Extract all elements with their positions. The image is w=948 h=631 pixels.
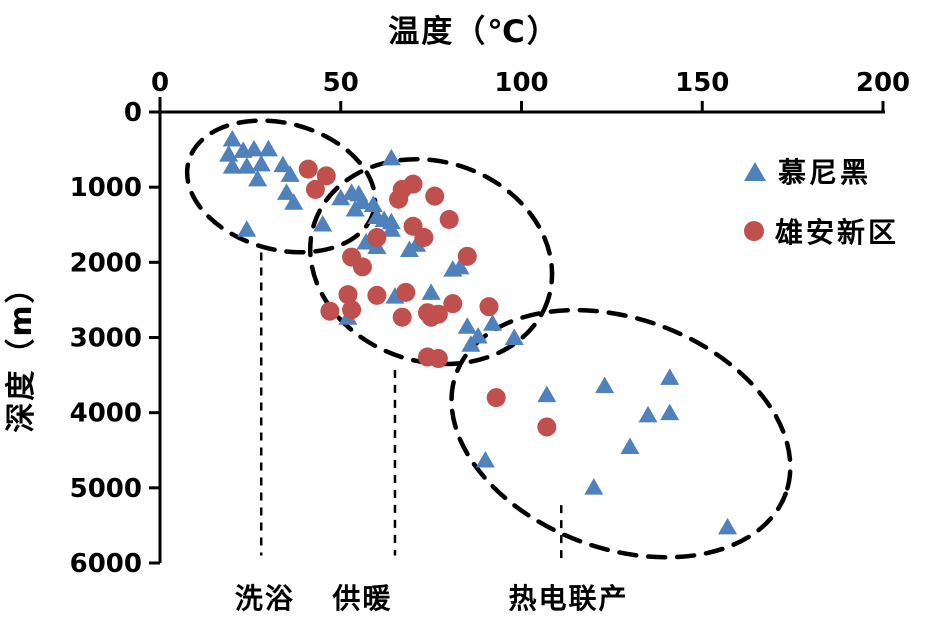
data-point-munich <box>313 214 333 232</box>
data-point-munich <box>381 148 401 166</box>
y-axis-tick-label: 3000 <box>70 324 142 354</box>
data-point-xiongan <box>305 179 325 199</box>
x-axis-tick-label: 150 <box>675 68 729 98</box>
x-axis-tick-label: 0 <box>151 68 169 98</box>
data-point-munich <box>273 155 293 173</box>
data-point-munich <box>277 183 297 200</box>
data-point-munich <box>537 385 557 403</box>
data-point-munich <box>457 317 477 334</box>
x-axis-tick-label: 100 <box>494 68 548 98</box>
data-point-xiongan <box>367 228 387 248</box>
data-point-munich <box>284 193 304 210</box>
cluster-label-2: 热电联产 <box>508 582 629 615</box>
data-point-xiongan <box>537 417 557 437</box>
data-point-xiongan <box>428 304 448 324</box>
data-point-munich <box>258 139 278 157</box>
data-point-munich <box>381 220 401 237</box>
data-point-xiongan <box>392 307 412 327</box>
data-point-munich <box>331 188 351 206</box>
cluster-ellipse-1 <box>307 156 555 367</box>
data-point-xiongan <box>367 285 387 305</box>
cluster-ellipse-2 <box>449 307 793 560</box>
data-point-xiongan <box>443 294 463 314</box>
data-point-munich <box>450 257 470 275</box>
data-point-munich <box>345 199 365 217</box>
data-point-munich <box>660 368 680 385</box>
y-axis-tick-label: 4000 <box>70 399 142 429</box>
data-point-munich <box>363 195 383 212</box>
y-axis-tick-label: 0 <box>124 98 142 128</box>
data-point-xiongan <box>338 285 358 305</box>
data-point-munich <box>620 437 640 454</box>
circle-marker-icon <box>744 221 764 241</box>
data-point-xiongan <box>486 388 506 408</box>
data-point-munich <box>399 240 419 258</box>
legend-label-munich: 慕尼黑 <box>778 156 872 189</box>
cluster-ellipse-0 <box>184 118 378 255</box>
x-axis-tick-label: 50 <box>323 68 359 98</box>
data-point-munich <box>219 145 239 162</box>
data-point-xiongan <box>428 349 448 369</box>
data-point-munich <box>475 451 495 468</box>
legend: 慕尼黑 雄安新区 <box>744 148 899 268</box>
data-point-xiongan <box>342 300 362 320</box>
data-point-munich <box>461 335 481 352</box>
data-point-xiongan <box>439 209 459 229</box>
legend-item-munich: 慕尼黑 <box>744 148 899 194</box>
data-point-xiongan <box>414 228 434 248</box>
data-point-munich <box>237 220 257 237</box>
x-axis-tick-label: 200 <box>856 68 910 98</box>
data-point-munich <box>638 405 658 423</box>
data-point-xiongan <box>403 174 423 194</box>
data-point-xiongan <box>320 301 340 321</box>
data-point-xiongan <box>396 282 416 302</box>
data-point-munich <box>504 328 524 345</box>
data-point-munich <box>660 403 680 421</box>
triangle-marker-icon <box>744 161 766 181</box>
data-point-munich <box>251 154 271 172</box>
data-point-munich <box>222 157 242 174</box>
cluster-label-0: 洗浴 <box>234 582 295 615</box>
data-point-munich <box>356 233 376 250</box>
data-point-munich <box>468 326 488 344</box>
data-point-munich <box>280 165 300 182</box>
data-point-xiongan <box>425 186 445 206</box>
data-point-munich <box>483 314 503 331</box>
data-point-munich <box>595 376 615 394</box>
data-point-munich <box>421 283 441 300</box>
data-point-munich <box>237 157 257 174</box>
y-axis-tick-label: 5000 <box>70 474 142 504</box>
data-point-munich <box>244 139 264 157</box>
legend-item-xiongan: 雄安新区 <box>744 208 899 254</box>
data-point-xiongan <box>316 166 336 186</box>
data-point-munich <box>718 517 738 535</box>
data-point-xiongan <box>352 257 372 277</box>
y-axis-tick-label: 2000 <box>70 248 142 278</box>
data-point-munich <box>248 169 268 187</box>
data-point-xiongan <box>457 246 477 266</box>
x-axis-title: 温度（℃） <box>388 14 560 50</box>
legend-label-xiongan: 雄安新区 <box>775 216 900 249</box>
data-point-xiongan <box>479 297 499 317</box>
y-axis-tick-label: 6000 <box>70 549 142 579</box>
data-point-munich <box>222 130 242 147</box>
y-axis-tick-label: 1000 <box>70 173 142 203</box>
data-point-munich <box>584 478 604 495</box>
data-point-xiongan <box>298 159 318 179</box>
cluster-label-1: 供暖 <box>332 582 393 615</box>
